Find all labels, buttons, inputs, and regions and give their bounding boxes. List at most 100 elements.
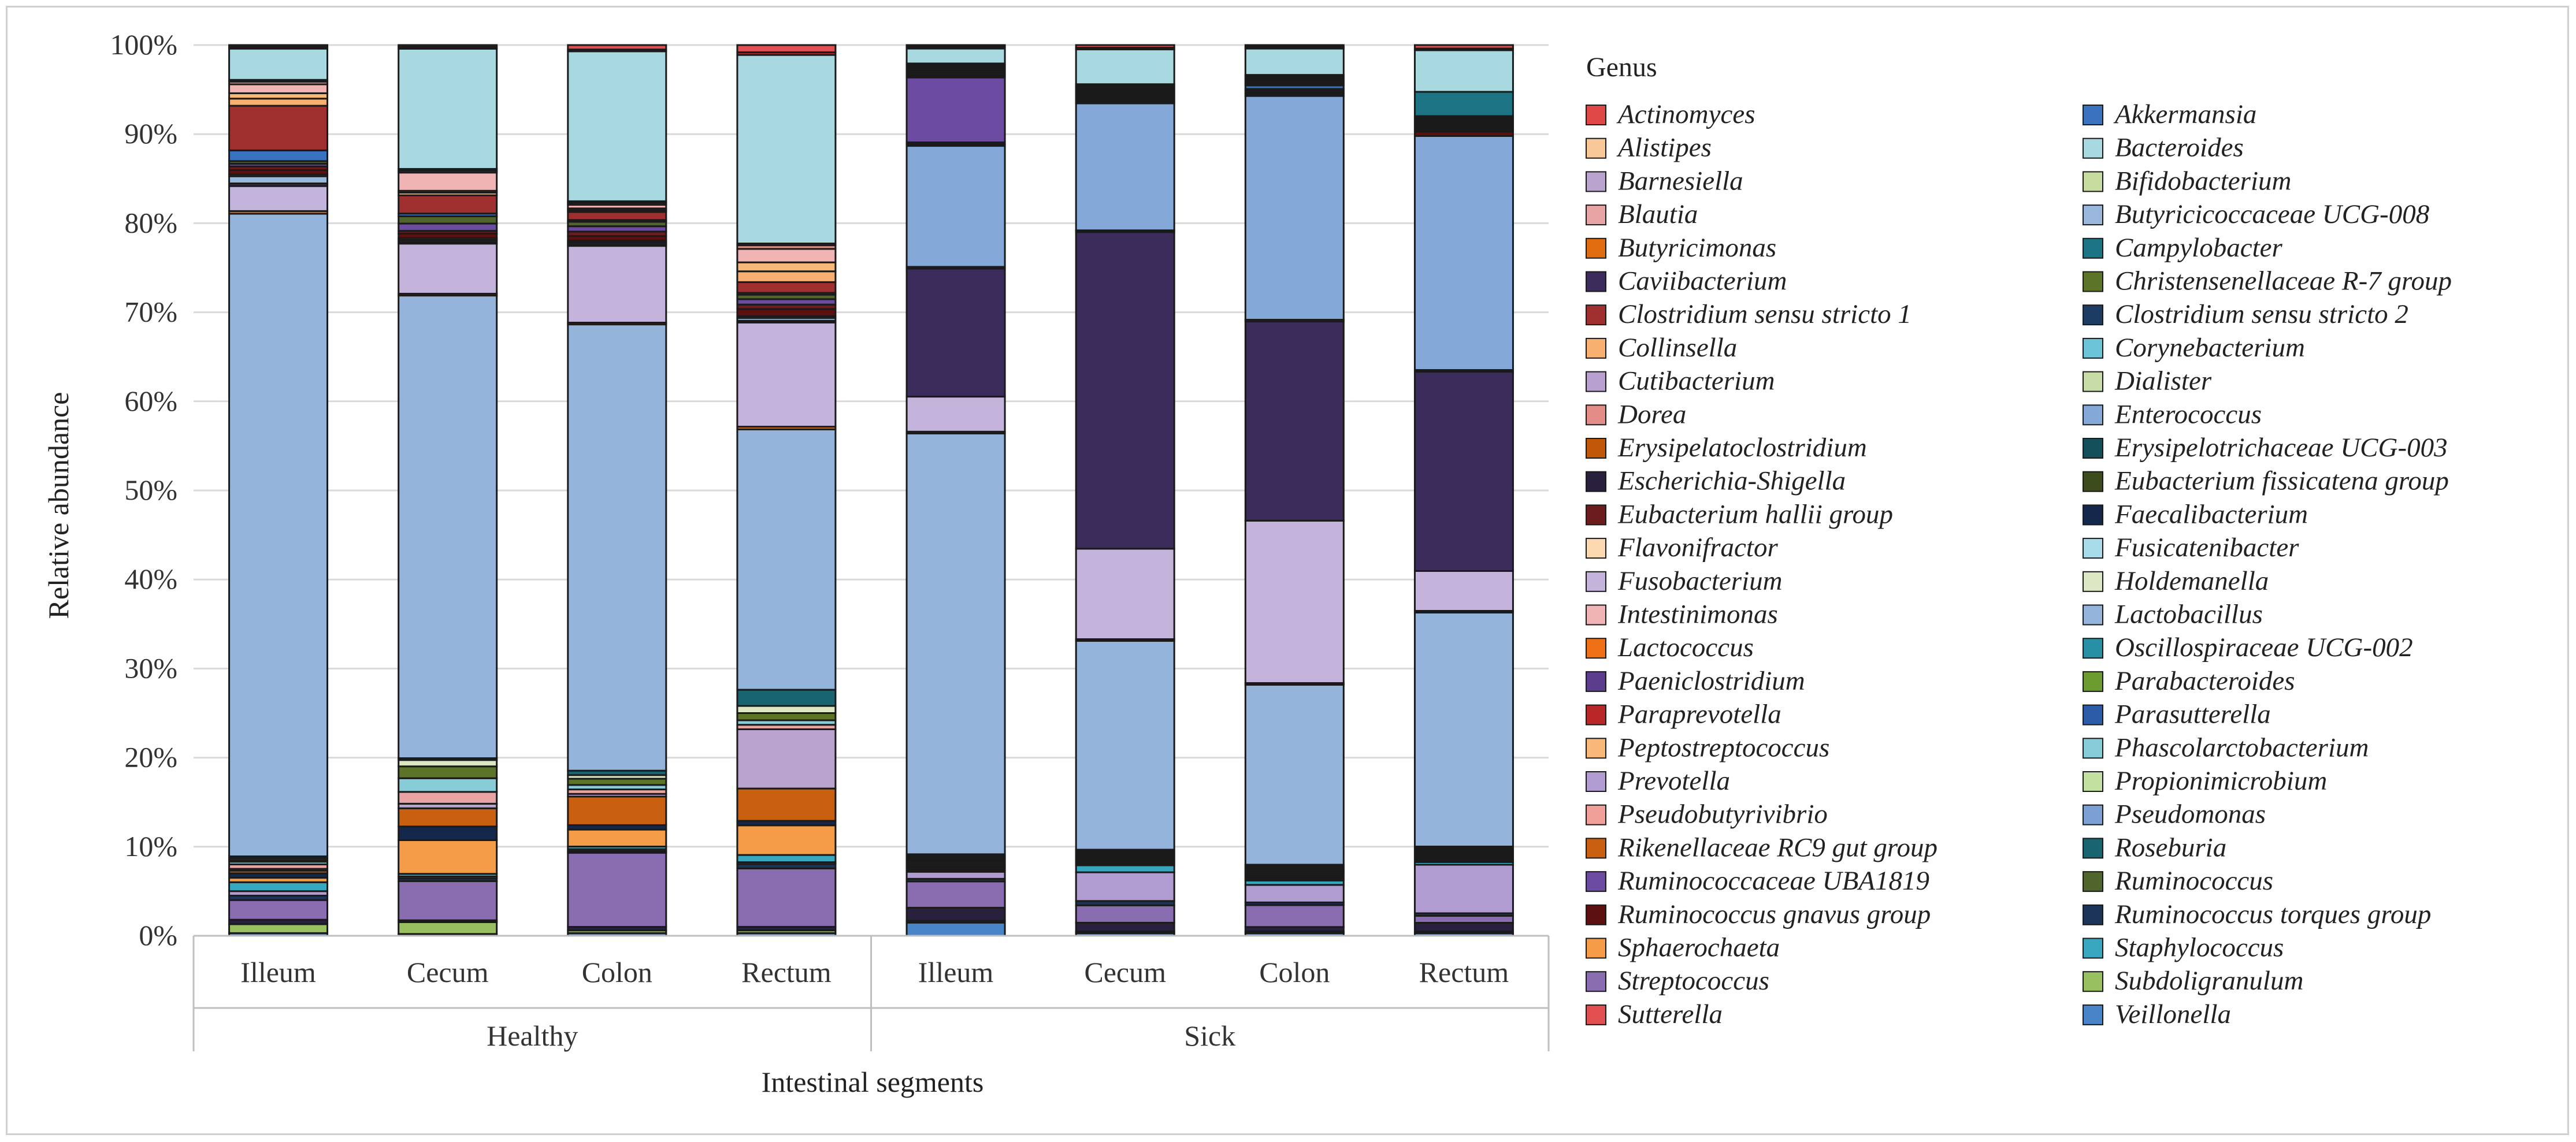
legend-label: Sphaerochaeta bbox=[1618, 933, 1780, 963]
legend-label: Rikenellaceae RC9 gut group bbox=[1617, 832, 1937, 862]
legend-label: Escherichia-Shigella bbox=[1617, 466, 1846, 496]
bar-segment bbox=[905, 880, 1006, 909]
legend-item: Akkermansia bbox=[2083, 99, 2256, 129]
legend-item: Intestinimonas bbox=[1586, 600, 1778, 630]
y-tick-label: 40% bbox=[124, 563, 177, 595]
bar-segment bbox=[398, 295, 498, 760]
bar-segment bbox=[567, 851, 667, 928]
bar-segment bbox=[1075, 548, 1175, 641]
legend-swatch bbox=[1586, 771, 1606, 792]
legend-item: Erysipelotrichaceae UCG-003 bbox=[2083, 433, 2448, 463]
bar-segment bbox=[1075, 904, 1175, 924]
legend-label: Oscillospiraceae UCG-002 bbox=[2115, 633, 2413, 663]
legend-label: Ruminococcus bbox=[2114, 866, 2273, 896]
bar-segment bbox=[1244, 519, 1345, 684]
legend-label: Butyricimonas bbox=[1618, 233, 1776, 263]
bar-segment bbox=[398, 759, 498, 768]
legend-item: Bacteroides bbox=[2083, 133, 2244, 163]
legend-swatch bbox=[2083, 604, 2103, 626]
legend-label: Caviibacterium bbox=[1618, 266, 1787, 296]
legend-swatch bbox=[1586, 504, 1606, 526]
legend-swatch bbox=[2083, 471, 2103, 492]
bar-segment bbox=[1413, 49, 1514, 93]
legend-swatch bbox=[1586, 538, 1606, 559]
bar-segment bbox=[398, 215, 498, 225]
legend-item: Dorea bbox=[1586, 399, 1686, 429]
y-tick-label: 80% bbox=[124, 206, 177, 239]
legend-item: Streptococcus bbox=[1586, 966, 1769, 996]
legend-item: Oscillospiraceae UCG-002 bbox=[2083, 633, 2413, 663]
bar-segment bbox=[736, 712, 837, 721]
bar-segment bbox=[228, 175, 329, 184]
bar-segment bbox=[567, 245, 667, 324]
legend-item: Campylobacter bbox=[2083, 233, 2282, 263]
bar-segment bbox=[228, 105, 329, 151]
bar-segment bbox=[567, 211, 667, 221]
y-tick-label: 60% bbox=[124, 385, 177, 417]
legend-item: Phascolarctobacterium bbox=[2083, 732, 2369, 762]
y-tick-label: 50% bbox=[124, 474, 177, 506]
legend-swatch bbox=[1586, 838, 1606, 859]
bar-segment bbox=[1075, 231, 1175, 550]
legend-item: Veillonella bbox=[2083, 999, 2231, 1029]
bar-segment bbox=[905, 44, 1006, 48]
legend-label: Sutterella bbox=[1618, 999, 1723, 1029]
bar-segment bbox=[567, 44, 667, 51]
bar-segment bbox=[1075, 921, 1175, 932]
bar-segment bbox=[398, 777, 498, 793]
legend-item: Clostridium sensu stricto 2 bbox=[2083, 299, 2408, 329]
legend-label: Roseburia bbox=[2114, 832, 2226, 862]
legend-swatch bbox=[2083, 738, 2103, 759]
bar-segment bbox=[228, 923, 329, 934]
bar-segment bbox=[1413, 44, 1514, 50]
bar-segment bbox=[1413, 612, 1514, 847]
bar-segment bbox=[736, 44, 837, 53]
legend-label: Fusicatenibacter bbox=[2114, 533, 2299, 563]
legend-label: Bifidobacterium bbox=[2115, 166, 2291, 196]
x-axis-title: Intestinal segments bbox=[762, 1066, 984, 1098]
legend-item: Clostridium sensu stricto 1 bbox=[1586, 299, 1911, 329]
bar-segment bbox=[736, 854, 837, 864]
bar-stack bbox=[228, 44, 329, 937]
legend-swatch bbox=[1586, 571, 1606, 592]
y-tick-label: 0% bbox=[139, 919, 177, 951]
legend-label: Cutibacterium bbox=[1618, 366, 1775, 396]
legend-item: Eubacterium hallii group bbox=[1586, 499, 1893, 529]
bar-stack bbox=[905, 44, 1006, 937]
x-tick-label: Colon bbox=[582, 956, 652, 988]
legend-swatch bbox=[1586, 105, 1606, 125]
legend-label: Eubacterium fissicatena group bbox=[2114, 466, 2449, 496]
legend-item: Escherichia-Shigella bbox=[1586, 466, 1846, 496]
y-tick-label: 20% bbox=[124, 741, 177, 773]
legend-swatch bbox=[1586, 204, 1606, 226]
bar-stacks bbox=[228, 44, 1514, 937]
legend-item: Erysipelatoclostridium bbox=[1586, 433, 1867, 463]
legend-swatch bbox=[1586, 804, 1606, 825]
legend-swatch bbox=[2083, 971, 2103, 992]
legend-label: Collinsella bbox=[1618, 333, 1737, 363]
legend-swatch bbox=[1586, 971, 1606, 992]
bar-stack bbox=[1075, 44, 1175, 937]
y-tick-label: 30% bbox=[124, 652, 177, 684]
legend-swatch bbox=[1586, 638, 1606, 659]
bar-segment bbox=[905, 921, 1006, 937]
bar-segment bbox=[228, 44, 329, 48]
bar-segment bbox=[1075, 871, 1175, 902]
legend-swatch bbox=[1586, 337, 1606, 359]
legend-label: Parasutterella bbox=[2114, 700, 2271, 730]
legend-label: Paraprevotella bbox=[1617, 700, 1781, 730]
bar-segment bbox=[1413, 922, 1514, 932]
x-group-label: Healthy bbox=[487, 1020, 578, 1052]
legend-item: Corynebacterium bbox=[2083, 333, 2305, 363]
legend-item: Cutibacterium bbox=[1586, 366, 1775, 396]
bar-segment bbox=[228, 83, 329, 94]
legend-swatch bbox=[1586, 938, 1606, 959]
legend-label: Alistipes bbox=[1616, 133, 1712, 163]
legend-swatch bbox=[1586, 237, 1606, 259]
bar-segment bbox=[736, 824, 837, 856]
legend-swatch bbox=[1586, 904, 1606, 925]
y-axis-ticks: 0% 10% 20% 30% 40% 50% 60% 70% 80% 90% 100% bbox=[110, 28, 177, 951]
legend-label: Pseudomonas bbox=[2114, 799, 2266, 829]
bar-segment bbox=[736, 54, 837, 245]
bar-segment bbox=[398, 243, 498, 295]
